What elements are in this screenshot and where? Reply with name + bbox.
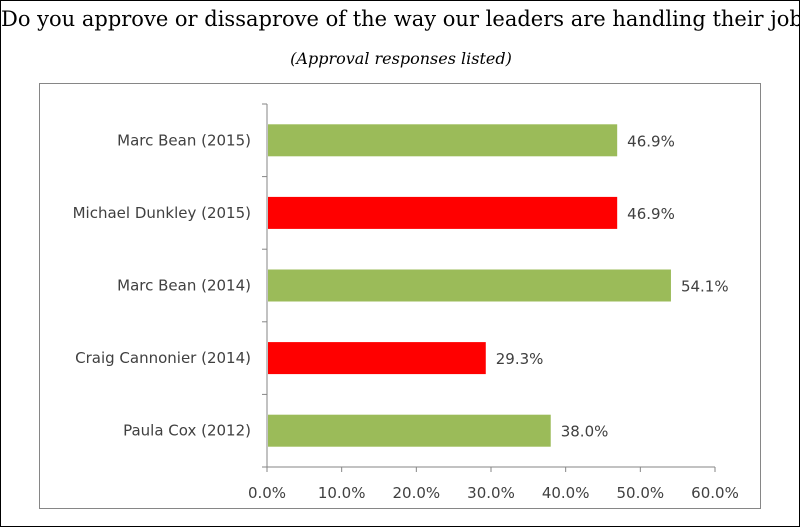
x-tick-label: 10.0% bbox=[318, 484, 366, 502]
x-tick-label: 30.0% bbox=[467, 484, 515, 502]
data-label: 38.0% bbox=[561, 423, 609, 441]
category-label: Marc Bean (2015) bbox=[117, 131, 251, 149]
chart-subtitle: (Approval responses listed) bbox=[290, 49, 512, 68]
bar bbox=[268, 196, 618, 229]
bar bbox=[268, 124, 618, 157]
category-label: Marc Bean (2014) bbox=[117, 277, 251, 295]
data-label: 46.9% bbox=[627, 205, 675, 223]
bar bbox=[268, 414, 551, 447]
x-tick-label: 40.0% bbox=[542, 484, 590, 502]
category-label: Paula Cox (2012) bbox=[123, 422, 251, 440]
data-label: 46.9% bbox=[627, 132, 675, 150]
category-label: Craig Cannonier (2014) bbox=[75, 349, 251, 367]
bar bbox=[268, 269, 671, 302]
chart-title: Do you approve or dissaprove of the way … bbox=[1, 7, 800, 31]
bar bbox=[268, 342, 486, 375]
x-tick-label: 20.0% bbox=[393, 484, 441, 502]
x-tick-label: 60.0% bbox=[691, 484, 739, 502]
x-tick-label: 50.0% bbox=[617, 484, 665, 502]
data-label: 54.1% bbox=[681, 278, 729, 296]
category-label: Michael Dunkley (2015) bbox=[73, 204, 251, 222]
data-label: 29.3% bbox=[496, 350, 544, 368]
x-tick-label: 0.0% bbox=[248, 484, 286, 502]
